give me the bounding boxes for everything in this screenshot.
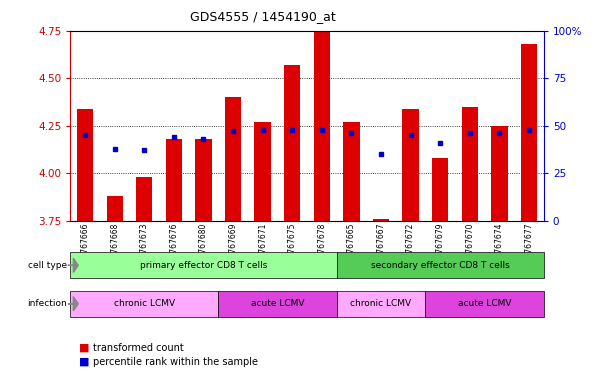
Bar: [313, 31, 330, 221]
Text: ■: ■: [79, 343, 90, 353]
Bar: [255, 122, 271, 221]
Bar: [225, 97, 241, 221]
Bar: [106, 196, 123, 221]
Bar: [284, 65, 301, 221]
Text: acute LCMV: acute LCMV: [458, 299, 511, 308]
Text: secondary effector CD8 T cells: secondary effector CD8 T cells: [371, 261, 510, 270]
Text: GDS4555 / 1454190_at: GDS4555 / 1454190_at: [190, 10, 335, 23]
Text: chronic LCMV: chronic LCMV: [351, 299, 412, 308]
Bar: [77, 109, 93, 221]
Bar: [196, 139, 211, 221]
Bar: [403, 109, 419, 221]
Bar: [136, 177, 152, 221]
Bar: [432, 158, 448, 221]
Text: transformed count: transformed count: [93, 343, 184, 353]
Text: chronic LCMV: chronic LCMV: [114, 299, 175, 308]
Text: percentile rank within the sample: percentile rank within the sample: [93, 357, 258, 367]
Text: infection: infection: [27, 299, 67, 308]
Bar: [166, 139, 182, 221]
Text: cell type: cell type: [28, 261, 67, 270]
Bar: [462, 107, 478, 221]
Text: ■: ■: [79, 357, 90, 367]
Text: acute LCMV: acute LCMV: [251, 299, 304, 308]
Bar: [373, 219, 389, 221]
Bar: [521, 44, 537, 221]
Text: primary effector CD8 T cells: primary effector CD8 T cells: [140, 261, 267, 270]
Bar: [343, 122, 359, 221]
Bar: [491, 126, 508, 221]
